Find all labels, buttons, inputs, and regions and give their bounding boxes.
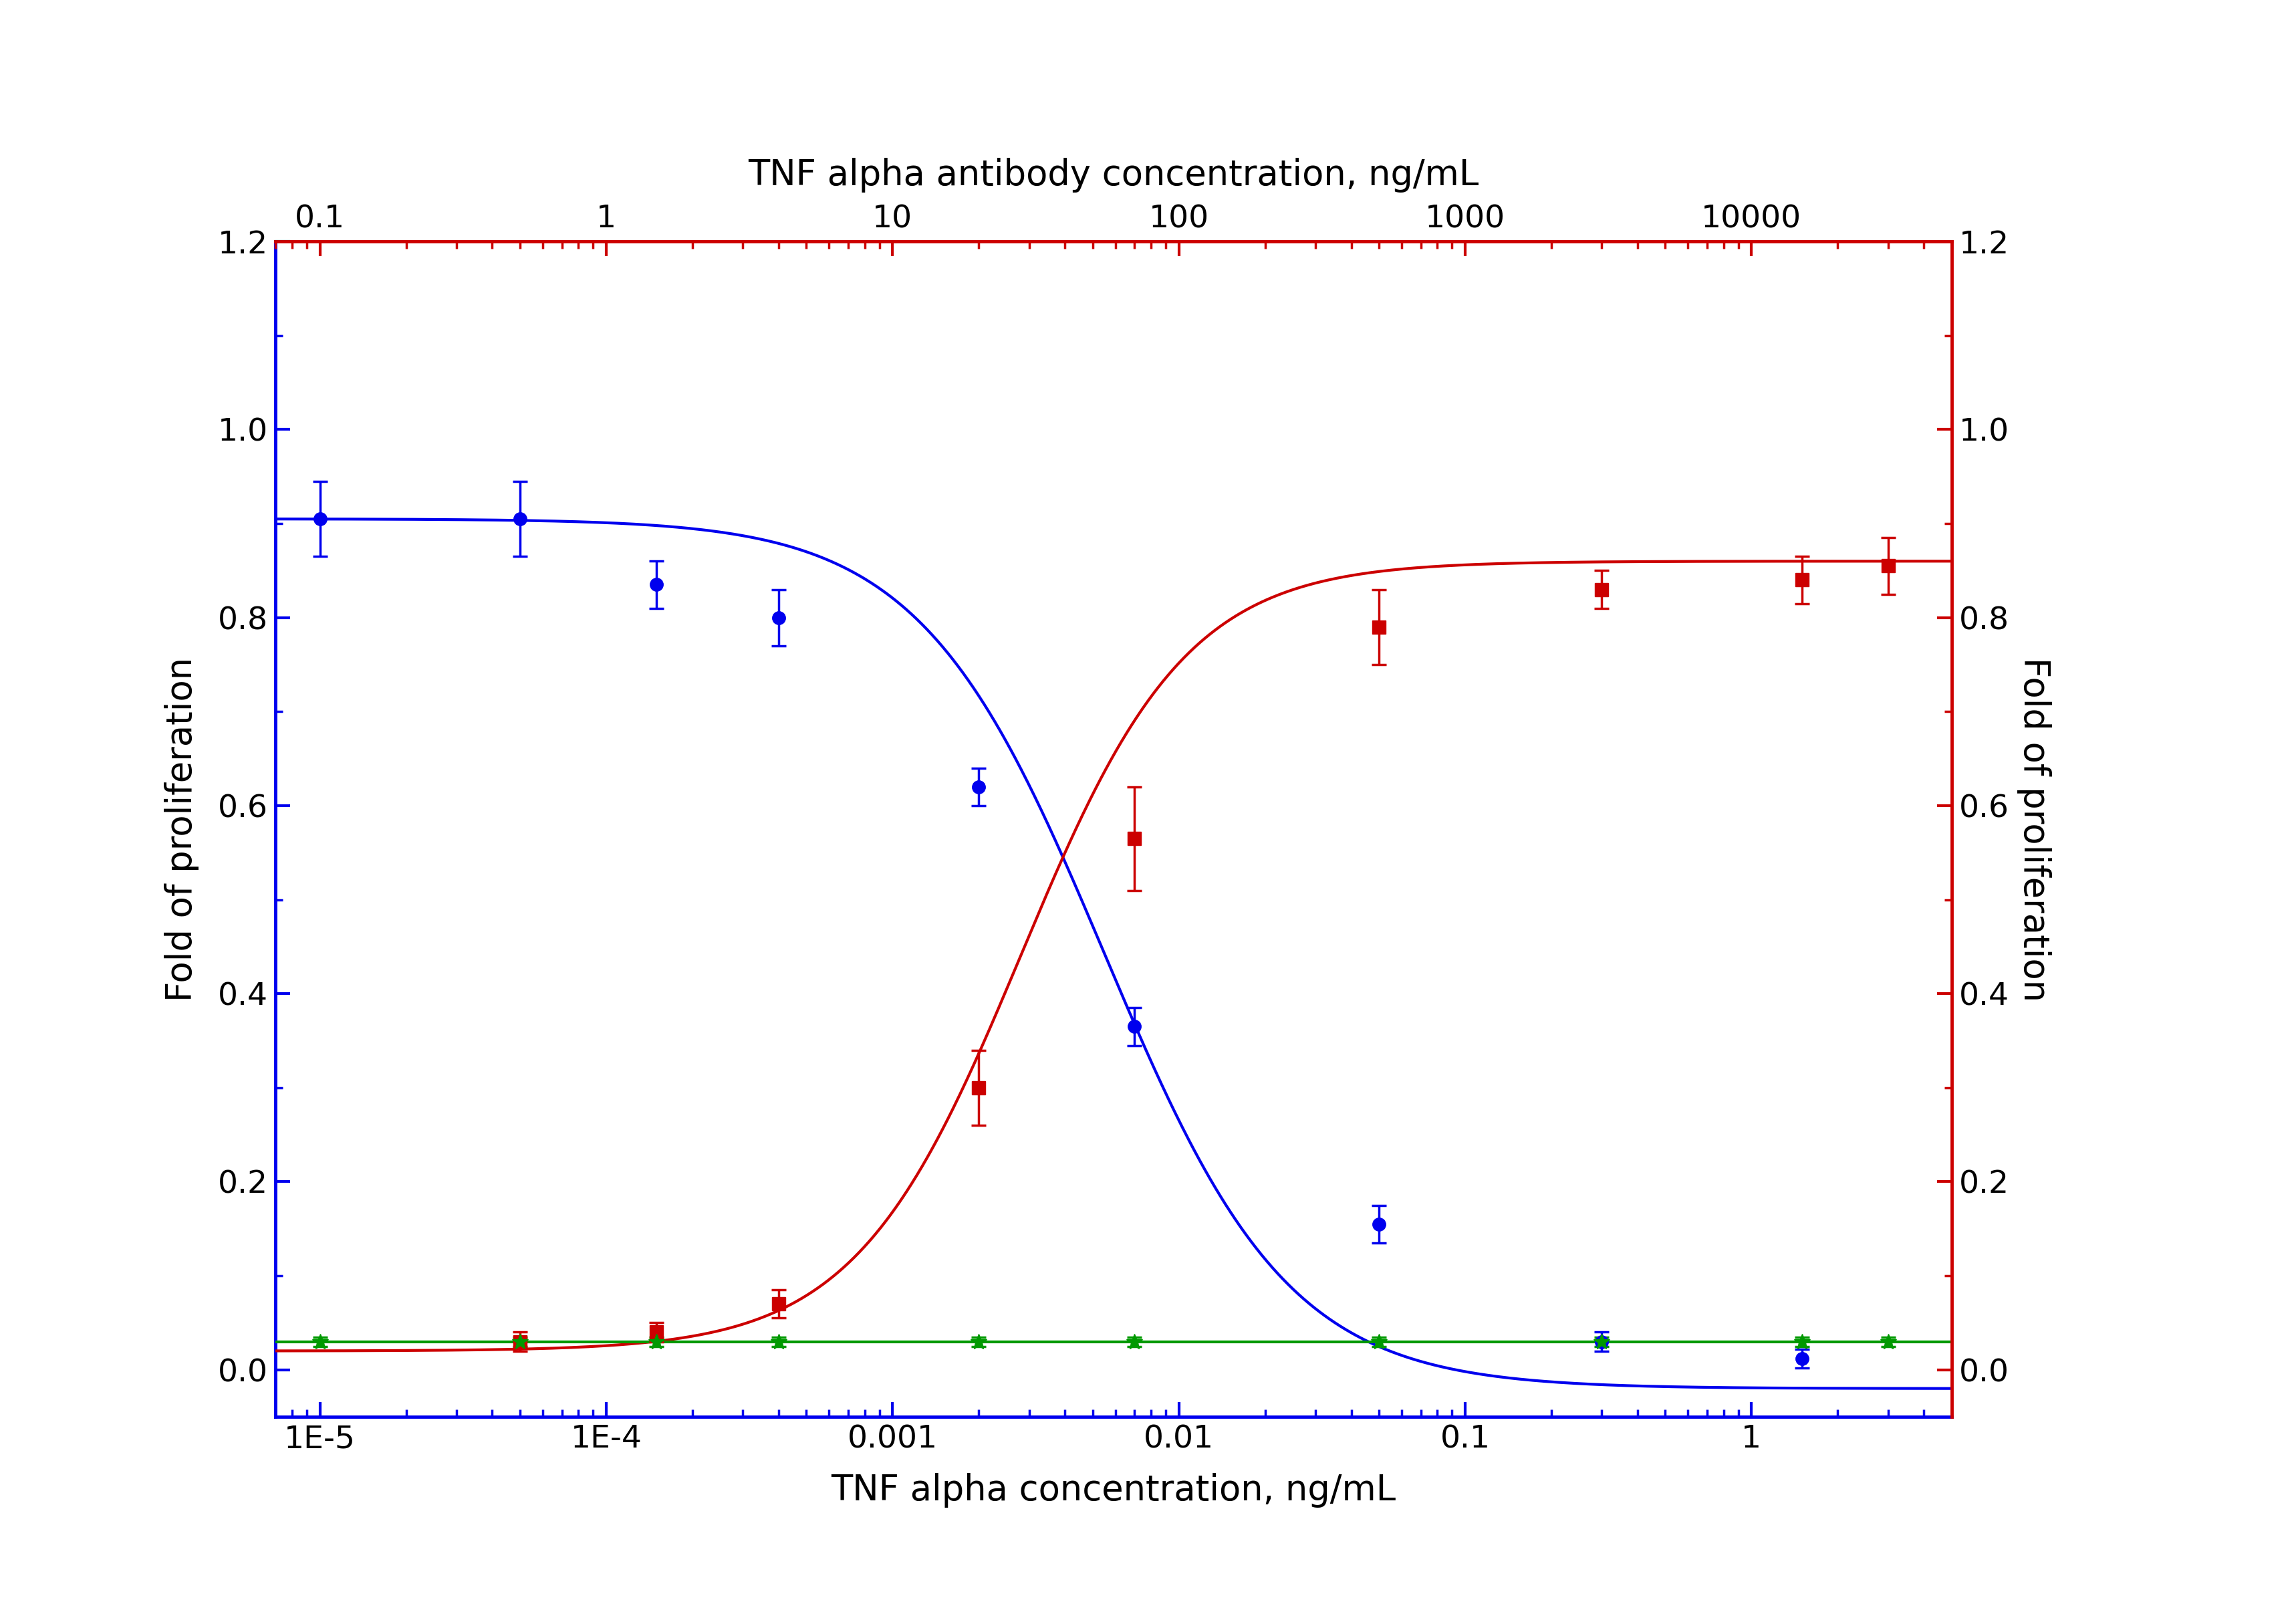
Y-axis label: Fold of proliferation: Fold of proliferation — [2016, 657, 2050, 1001]
X-axis label: TNF alpha concentration, ng/mL: TNF alpha concentration, ng/mL — [831, 1473, 1396, 1507]
Y-axis label: Fold of proliferation: Fold of proliferation — [165, 657, 200, 1001]
X-axis label: TNF alpha antibody concentration, ng/mL: TNF alpha antibody concentration, ng/mL — [748, 158, 1479, 193]
